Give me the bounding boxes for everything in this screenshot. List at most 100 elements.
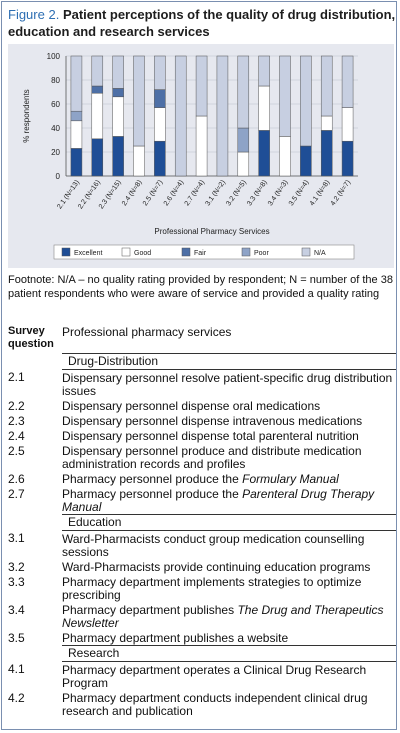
section-spacer — [8, 645, 62, 661]
service-description: Pharmacy department conducts independent… — [62, 690, 368, 718]
header-professional-services: Professional pharmacy services — [62, 325, 232, 339]
service-description: Pharmacy personnel produce the Parentera… — [62, 486, 375, 514]
y-tick-label: 40 — [51, 124, 60, 133]
service-description: Dispensary personnel dispense intravenou… — [62, 413, 363, 428]
service-description: Pharmacy personnel produce the Formulary… — [62, 471, 339, 486]
chart-panel: 0 20 40 60 80 100% respondents 2.1 (N=13) 2.2 (… — [8, 44, 394, 268]
section-row: Education — [8, 513, 396, 531]
bar-segment-excellent — [341, 140, 354, 177]
question-number: 2.7 — [8, 486, 25, 501]
bar-segment-na — [237, 55, 250, 129]
question-number: 2.4 — [8, 428, 25, 443]
legend-label: Good — [134, 250, 151, 257]
table-row: 4.1 Pharmacy department operates a Clinic… — [8, 661, 396, 690]
legend-label: N/A — [314, 250, 326, 257]
bar-segment-good — [279, 136, 291, 177]
table-row: 2.2 Dispensary personnel dispense oral me… — [8, 398, 396, 413]
legend-swatch — [61, 247, 71, 257]
y-axis-label: % respondents — [22, 89, 31, 142]
bar-segment-na — [320, 55, 333, 117]
footnote: Footnote: N/A – no quality rating provid… — [8, 274, 393, 300]
bar-segment-na — [341, 55, 354, 108]
bar-segment-good — [154, 107, 166, 142]
bar-segment-excellent — [91, 138, 104, 177]
legend-swatch — [241, 247, 251, 257]
y-tick-label: 60 — [51, 100, 60, 109]
bar-segment-na — [112, 55, 124, 89]
bar-segment-good — [91, 92, 104, 140]
y-tick-label: 100 — [47, 52, 61, 61]
y-tick-label: 20 — [51, 148, 60, 157]
section-row: Research — [8, 644, 396, 662]
service-description: Dispensary personnel resolve patient-spe… — [62, 370, 393, 398]
bar-segment-good — [258, 85, 270, 131]
table-row: 3.1 Ward-Pharmacists conduct group medica… — [8, 530, 396, 559]
x-tick-label: 2.3 (N=15) — [98, 179, 123, 210]
x-tick-label: 4.2 (N=7) — [330, 179, 353, 207]
publication-title: Formulary Manual — [242, 471, 339, 486]
question-number: 2.2 — [8, 398, 25, 413]
section-title: Education — [62, 513, 396, 531]
bar-segment-na — [174, 55, 187, 177]
bar-segment-excellent — [112, 136, 124, 177]
question-number: 2.5 — [8, 443, 25, 458]
x-axis-label: Professional Pharmacy Services — [154, 227, 269, 236]
publication-title: Parenteral Drug Therapy Manual — [62, 486, 375, 514]
bar-segment-poor — [70, 110, 83, 122]
legend-swatch — [121, 247, 131, 257]
section-title: Drug-Distribution — [62, 352, 396, 370]
bar-segment-na — [195, 55, 208, 117]
table-row: 2.4 Dispensary personnel dispense total p… — [8, 428, 396, 443]
question-number: 2.6 — [8, 471, 25, 486]
x-tick-label: 3.4 (N=3) — [267, 179, 290, 207]
bar-segment-na — [133, 55, 145, 147]
section-title: Research — [62, 644, 396, 662]
table-row: 3.4 Pharmacy department publishes The Dru… — [8, 602, 396, 630]
service-description: Pharmacy department implements strategie… — [62, 574, 362, 602]
question-number: 3.2 — [8, 559, 25, 574]
bar-segment-excellent — [70, 148, 83, 177]
section-spacer — [8, 353, 62, 369]
table-row: 2.3 Dispensary personnel dispense intrave… — [8, 413, 396, 428]
x-tick-label: 2.5 (N=7) — [142, 179, 165, 207]
x-tick-label: 3.3 (N=8) — [246, 179, 269, 207]
y-tick-label: 80 — [51, 76, 60, 85]
table-row: 2.5 Dispensary personnel produce and dist… — [8, 443, 396, 471]
legend-swatch — [301, 247, 311, 257]
service-description: Ward-Pharmacists conduct group medicatio… — [62, 531, 365, 559]
bar-segment-good — [195, 115, 208, 177]
publication-title: The Drug and Therapeutics Newsletter — [62, 602, 384, 630]
bar-segment-na — [258, 55, 270, 87]
section-spacer — [8, 514, 62, 530]
question-number: 4.2 — [8, 690, 25, 705]
bar-segment-fair — [91, 85, 104, 94]
bar-segment-excellent — [300, 145, 312, 177]
bar-segment-excellent — [258, 130, 270, 177]
bar-segment-na — [279, 55, 291, 137]
x-tick-label: 2.7 (N=4) — [184, 179, 207, 207]
question-number: 2.1 — [8, 370, 25, 384]
question-number: 3.3 — [8, 574, 25, 589]
service-description: Dispensary personnel dispense oral medic… — [62, 398, 321, 413]
service-description: Pharmacy department operates a Clinical … — [62, 662, 367, 690]
service-description: Pharmacy department publishes The Drug a… — [62, 602, 384, 630]
service-description: Pharmacy department publishes a website — [62, 630, 289, 645]
x-tick-label: 4.1 (N=8) — [309, 179, 332, 207]
table-row: 3.3 Pharmacy department implements strate… — [8, 574, 396, 602]
bar-segment-excellent — [320, 130, 333, 177]
bar-segment-good — [320, 115, 333, 131]
service-description: Ward-Pharmacists provide continuing educ… — [62, 559, 371, 574]
bar-segment-poor — [237, 127, 250, 153]
legend-swatch — [181, 247, 191, 257]
bar-segment-na — [216, 55, 229, 177]
services-table: Survey question Professional pharmacy se… — [8, 325, 396, 718]
bar-segment-good — [70, 120, 83, 149]
bar-segment-na — [91, 55, 104, 87]
legend-label: Poor — [254, 250, 269, 257]
bar-segment-good — [133, 145, 145, 177]
question-number: 3.4 — [8, 602, 25, 617]
figure-title: Figure 2. Patient perceptions of the qua… — [8, 6, 396, 40]
question-number: 4.1 — [8, 662, 25, 676]
y-tick-label: 0 — [56, 172, 61, 181]
